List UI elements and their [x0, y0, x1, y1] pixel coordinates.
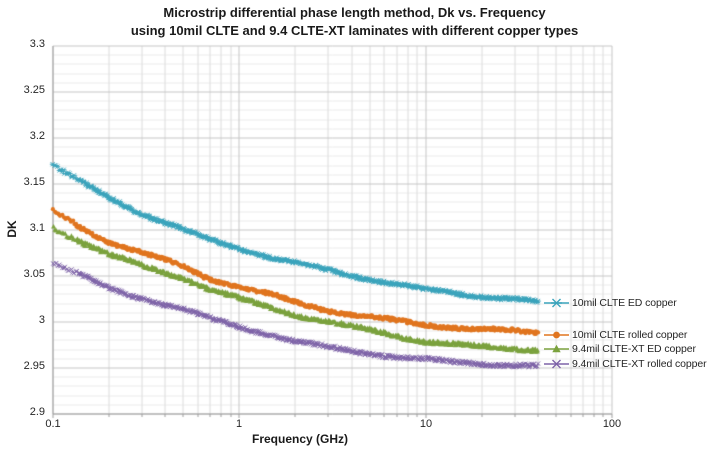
legend-label: 9.4mil CLTE-XT ED copper — [572, 343, 696, 355]
asterisk-marker-icon — [544, 298, 569, 308]
chart-title-line1: Microstrip differential phase length met… — [163, 5, 546, 20]
legend-label: 10mil CLTE ED copper — [572, 297, 677, 309]
x-tick-100: 100 — [602, 418, 622, 430]
triangle-marker-icon — [544, 344, 569, 353]
circle-marker-icon — [544, 331, 569, 339]
y-tick-3.15: 3.15 — [23, 176, 45, 188]
x-tick-10: 10 — [419, 418, 433, 430]
y-tick-2.9: 2.9 — [29, 406, 45, 418]
y-tick-3.05: 3.05 — [23, 268, 45, 280]
y-tick-3.2: 3.2 — [29, 130, 45, 142]
legend-item-9.4mil-cltext-rolled: 9.4mil CLTE-XT rolled copper — [543, 357, 707, 371]
y-tick-3.25: 3.25 — [23, 84, 45, 96]
x-marker-icon — [544, 359, 569, 369]
legend-item-10mil-clte-ed: 10mil CLTE ED copper — [543, 296, 677, 310]
x-tick-0.1: 0.1 — [45, 418, 61, 430]
y-tick-3.3: 3.3 — [29, 38, 45, 50]
chart-title: Microstrip differential phase length met… — [10, 4, 699, 40]
chart-title-line2: using 10mil CLTE and 9.4 CLTE-XT laminat… — [130, 23, 579, 38]
y-tick-3.1: 3.1 — [29, 222, 45, 234]
x-axis-title: Frequency (GHz) — [251, 432, 348, 446]
legend-item-10mil-clte-rolled: 10mil CLTE rolled copper — [543, 328, 687, 342]
legend-item-9.4mil-cltext-ed: 9.4mil CLTE-XT ED copper — [543, 342, 696, 356]
y-tick-3: 3 — [38, 314, 45, 326]
x-tick-1: 1 — [235, 418, 243, 430]
legend-label: 10mil CLTE rolled copper — [572, 329, 688, 341]
y-tick-2.95: 2.95 — [23, 360, 45, 372]
legend-label: 9.4mil CLTE-XT rolled copper — [572, 358, 707, 370]
